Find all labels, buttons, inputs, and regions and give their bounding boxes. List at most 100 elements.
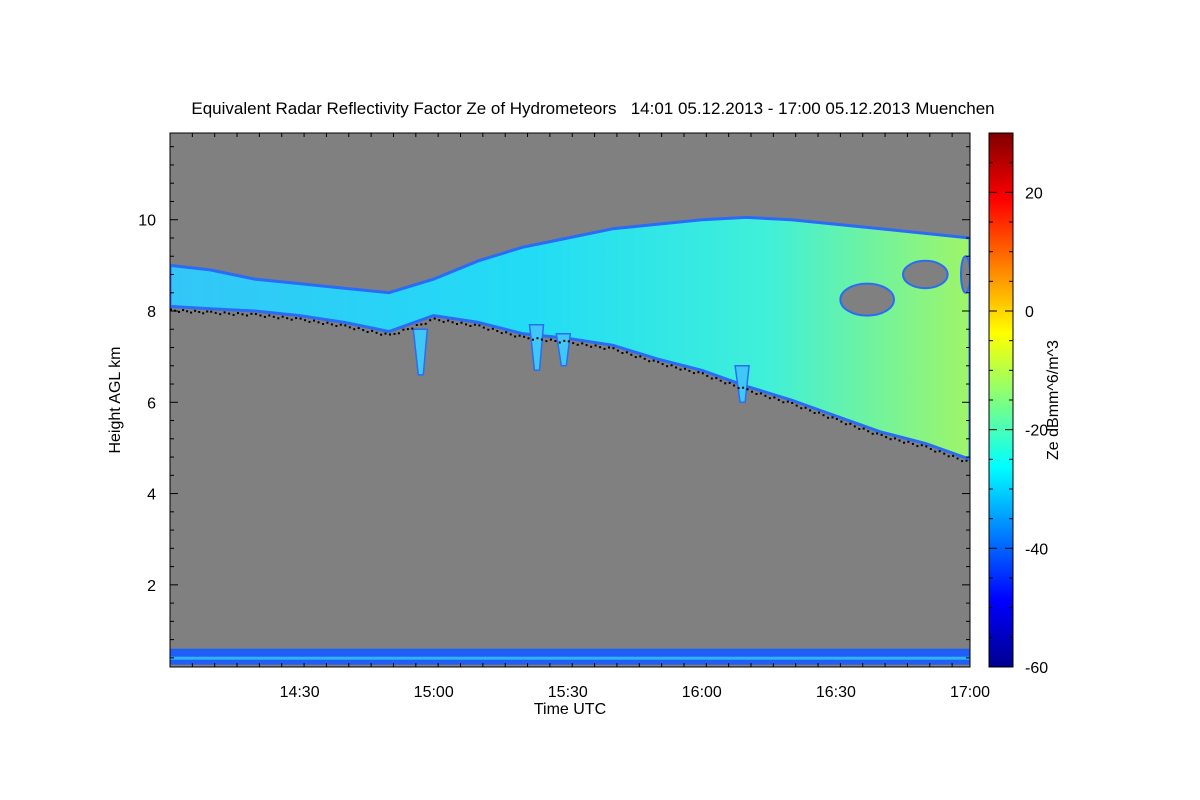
x-tick-label: 16:00 <box>682 684 722 701</box>
cloud-base-dot <box>469 325 472 327</box>
cloud-base-dot <box>661 363 664 366</box>
cloud-base-dot <box>894 437 896 440</box>
cloud-base-dot <box>478 324 481 327</box>
fallstreak <box>412 328 429 376</box>
cloud-base-dot <box>742 386 745 389</box>
y-axis-label: Height AGL km <box>107 346 124 453</box>
cloud-base-dot <box>406 328 409 331</box>
cloud-base-dot <box>456 323 458 325</box>
cloud-base-dot <box>237 312 239 315</box>
cloud-base-dot <box>304 319 307 322</box>
x-tick-label: 16:30 <box>816 684 856 701</box>
cloud-base-dot <box>523 335 526 338</box>
cloud-base-dot <box>232 313 235 316</box>
cloud-base-dot <box>907 440 910 443</box>
cloud-base-dot <box>491 327 494 330</box>
cloud-base-dot <box>903 441 905 444</box>
cloud-base-dot <box>791 402 794 404</box>
cloud-base-dot <box>782 401 785 404</box>
cloud-base-dot <box>219 313 222 316</box>
cloud-base-dot <box>947 455 950 458</box>
x-axis-ticks: 14:30 15:00 15:30 16:00 16:30 17:00 <box>169 133 990 701</box>
cloud-base-dot <box>929 448 932 450</box>
cloud-base-dot <box>223 311 226 314</box>
cloud-base-dot <box>299 317 302 320</box>
cloud-base-dot <box>545 340 548 343</box>
cloud-base-dot <box>563 339 566 342</box>
cloud-base-dot <box>818 411 820 414</box>
cloud-base-dot <box>652 359 655 362</box>
cloud-base-dot <box>335 325 338 327</box>
cloud-base-dot <box>487 328 490 331</box>
y-tick-label: 8 <box>147 304 156 321</box>
cloud-base-dot <box>844 423 847 426</box>
cloud-base-dot <box>268 314 271 317</box>
cloud-base-dot <box>424 322 427 325</box>
cloud-base-dot <box>402 328 405 331</box>
cloud-base-dot <box>634 356 637 359</box>
cloud-base-dot <box>599 346 602 349</box>
cloud-base-dot <box>621 352 624 354</box>
clear-gap <box>839 282 896 317</box>
cloud-base-dot <box>643 357 646 360</box>
cloud-base-dot <box>170 308 172 311</box>
cloud-base-dot <box>362 329 365 332</box>
cloud-base-dot <box>768 397 771 400</box>
cloud-base-dot <box>630 353 633 356</box>
cloud-base-dot <box>182 309 185 312</box>
colorbar-tick-label: -60 <box>1025 660 1048 677</box>
cloud-base-dot <box>194 309 197 312</box>
cloud-base-dot <box>433 317 436 320</box>
cloud-base-dot <box>737 387 740 390</box>
cloud-base-dot <box>411 327 414 330</box>
cloud-base-dot <box>679 368 682 371</box>
cloud-base-dot <box>777 398 780 401</box>
cloud-base-dot <box>500 332 503 335</box>
cloud-base-dot <box>277 317 280 320</box>
cloud-base-dot <box>952 454 955 457</box>
cloud-base-dot <box>616 349 619 352</box>
cloud-base-dot <box>518 334 521 337</box>
ground-clutter-core <box>170 656 970 660</box>
cloud-base-dot <box>885 436 888 439</box>
cloud-base-dot <box>549 338 552 341</box>
cloud-base-dot <box>322 323 324 325</box>
cloud-base-dot <box>831 416 834 419</box>
cloud-base-dot <box>849 422 852 425</box>
x-tick-label: 17:00 <box>950 684 990 701</box>
y-axis-ticks: 2 4 6 8 10 <box>138 146 970 659</box>
cloud-base-dot <box>326 321 329 324</box>
cloud-base-dot <box>898 439 901 442</box>
cloud-base-dot <box>290 318 293 321</box>
cloud-base-dot <box>688 369 691 372</box>
cloud-base-dot <box>804 406 807 409</box>
y-tick-label: 10 <box>138 213 156 230</box>
cloud-base-dot <box>719 379 722 382</box>
cloud-base-dot <box>509 333 512 336</box>
cloud-base-dot <box>965 459 968 462</box>
cloud-base-dot <box>206 310 209 313</box>
cloud-base-dot <box>308 320 311 323</box>
cloud-base-dot <box>666 365 669 368</box>
cloud-base-dot <box>625 351 628 354</box>
plot-frame <box>169 132 971 668</box>
cloud-base-dot <box>339 323 342 326</box>
cloud-base-dot <box>612 347 615 350</box>
y-tick-label: 6 <box>147 395 156 412</box>
cloud-base-dot <box>344 324 347 327</box>
cloud-base-dot <box>934 450 937 453</box>
cloud-base-dot <box>648 360 651 363</box>
cloud-base-dot <box>943 452 946 455</box>
cloud-base-dot <box>710 377 713 380</box>
cloud-base-dot <box>210 310 213 313</box>
cloud-base-dot <box>585 344 588 347</box>
cloud-base-dot <box>813 412 816 414</box>
cloud-base-dot <box>572 342 575 345</box>
cloud-base-dot <box>384 332 387 335</box>
cloud-base-dot <box>198 311 201 313</box>
clear-gap <box>960 255 970 294</box>
cloud-base-dot <box>871 432 874 435</box>
cloud-base-dot <box>442 320 445 323</box>
cloud-base-dot <box>330 323 333 326</box>
cloud-base-dot <box>438 319 441 322</box>
